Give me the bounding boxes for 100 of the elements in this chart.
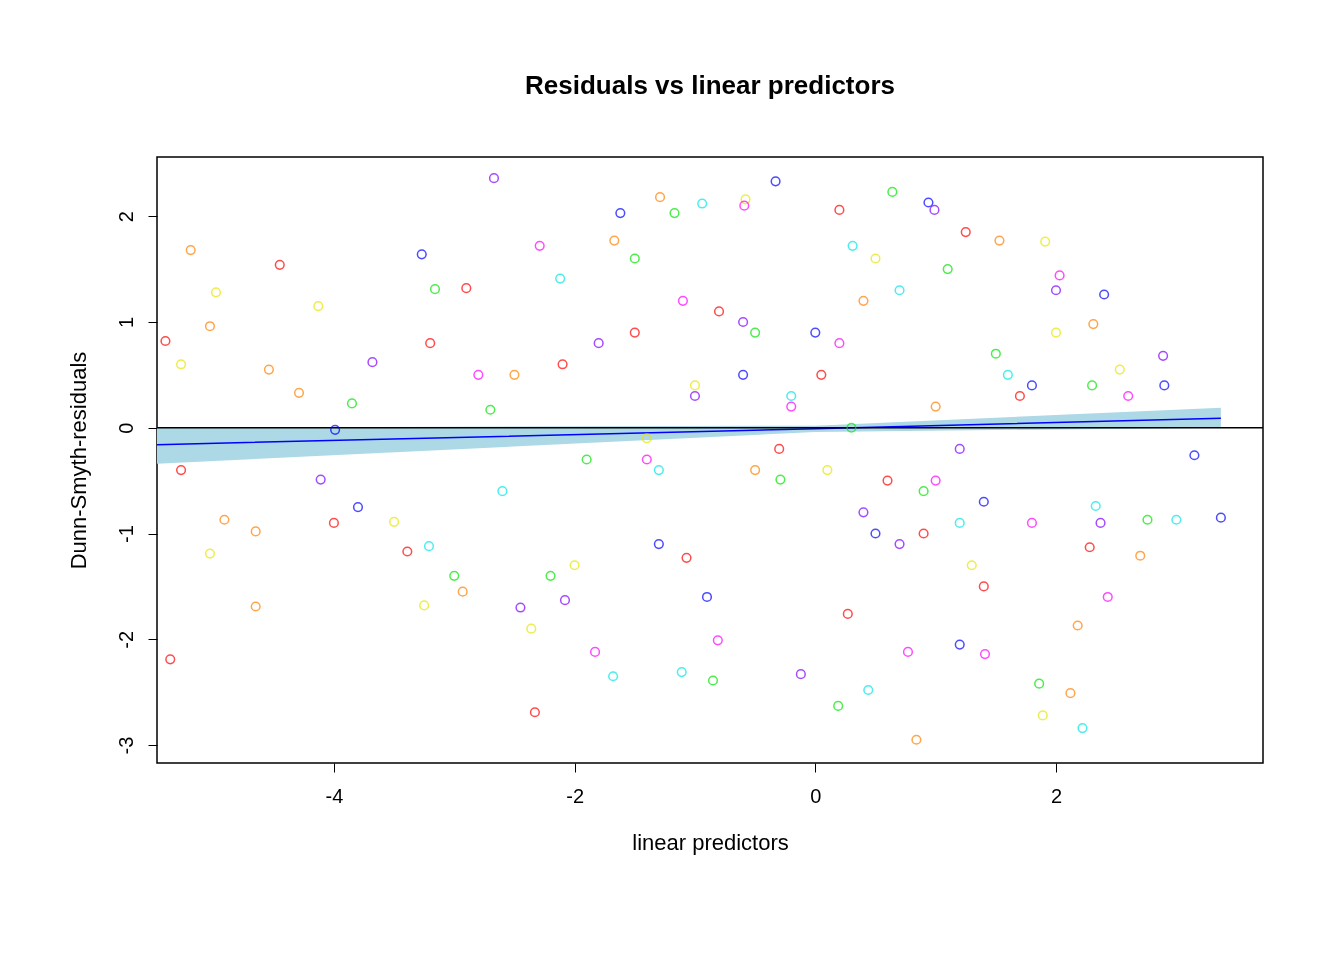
point bbox=[555, 273, 566, 284]
y-tick-label: -3 bbox=[114, 736, 137, 755]
point bbox=[810, 327, 821, 338]
point bbox=[313, 301, 324, 312]
point bbox=[870, 253, 881, 264]
point bbox=[1189, 450, 1200, 461]
point bbox=[1099, 289, 1110, 300]
point bbox=[204, 548, 216, 559]
point bbox=[738, 369, 749, 380]
point bbox=[559, 595, 571, 606]
point bbox=[689, 390, 701, 402]
point bbox=[894, 539, 905, 550]
point bbox=[1054, 270, 1065, 281]
point bbox=[870, 528, 881, 539]
point bbox=[707, 675, 719, 686]
point bbox=[423, 541, 435, 552]
point bbox=[1087, 380, 1098, 391]
point bbox=[175, 359, 187, 370]
point bbox=[1040, 236, 1051, 247]
point bbox=[930, 401, 941, 412]
point bbox=[654, 192, 666, 203]
point bbox=[842, 608, 853, 619]
point bbox=[473, 369, 484, 380]
point bbox=[219, 514, 230, 525]
point bbox=[328, 517, 339, 528]
point bbox=[677, 295, 688, 306]
point bbox=[786, 401, 797, 412]
point bbox=[978, 496, 989, 507]
point bbox=[923, 197, 934, 208]
y-tick-label: 1 bbox=[114, 316, 137, 329]
point bbox=[918, 486, 929, 497]
point bbox=[425, 338, 436, 349]
point bbox=[774, 443, 785, 454]
x-axis-title: linear predictors bbox=[632, 829, 789, 855]
point bbox=[1084, 542, 1095, 553]
point bbox=[210, 287, 222, 298]
point bbox=[497, 486, 508, 497]
point bbox=[1090, 500, 1101, 512]
point bbox=[822, 464, 833, 476]
point bbox=[930, 475, 941, 486]
point bbox=[263, 364, 274, 375]
point bbox=[738, 316, 749, 328]
point bbox=[589, 646, 601, 658]
point bbox=[978, 581, 989, 592]
point bbox=[739, 200, 750, 211]
point bbox=[165, 654, 176, 665]
point bbox=[402, 546, 413, 557]
point bbox=[750, 327, 761, 338]
point bbox=[429, 284, 441, 295]
point bbox=[346, 398, 358, 409]
point bbox=[526, 623, 537, 634]
x-tick-label: 2 bbox=[1050, 784, 1063, 807]
point bbox=[786, 390, 797, 402]
point bbox=[569, 560, 580, 571]
point bbox=[367, 357, 378, 368]
point bbox=[954, 639, 965, 650]
y-tick-label: 2 bbox=[114, 211, 137, 223]
point bbox=[966, 560, 977, 571]
point bbox=[1002, 369, 1013, 380]
point bbox=[250, 526, 261, 537]
point bbox=[701, 591, 713, 603]
point bbox=[515, 602, 526, 613]
point bbox=[1135, 550, 1146, 561]
point bbox=[185, 245, 196, 256]
point bbox=[1072, 620, 1083, 631]
point bbox=[902, 646, 914, 658]
point bbox=[858, 295, 869, 306]
point bbox=[863, 684, 874, 696]
point bbox=[534, 240, 545, 251]
x-tick-label: -2 bbox=[566, 784, 585, 807]
point bbox=[1014, 390, 1025, 402]
x-tick-label: -4 bbox=[325, 784, 344, 807]
point bbox=[1114, 364, 1125, 375]
point bbox=[509, 369, 520, 380]
point bbox=[615, 207, 626, 219]
point bbox=[1123, 390, 1134, 402]
point bbox=[833, 700, 844, 711]
point bbox=[557, 359, 568, 370]
point bbox=[847, 240, 858, 251]
point bbox=[629, 253, 640, 264]
point bbox=[834, 338, 845, 349]
point bbox=[712, 635, 723, 646]
point bbox=[994, 235, 1005, 246]
point bbox=[676, 666, 687, 678]
point bbox=[954, 443, 965, 454]
point bbox=[293, 387, 305, 398]
point bbox=[416, 249, 427, 260]
point bbox=[1026, 517, 1038, 528]
point bbox=[1102, 591, 1113, 603]
point bbox=[979, 649, 991, 660]
point bbox=[918, 528, 929, 539]
point bbox=[175, 464, 187, 476]
point bbox=[887, 186, 898, 197]
point bbox=[1171, 514, 1182, 525]
point bbox=[1215, 512, 1226, 523]
y-tick-label: -2 bbox=[114, 630, 137, 649]
point bbox=[1095, 517, 1106, 528]
point bbox=[1050, 285, 1062, 296]
point bbox=[816, 369, 827, 380]
point bbox=[641, 433, 652, 444]
